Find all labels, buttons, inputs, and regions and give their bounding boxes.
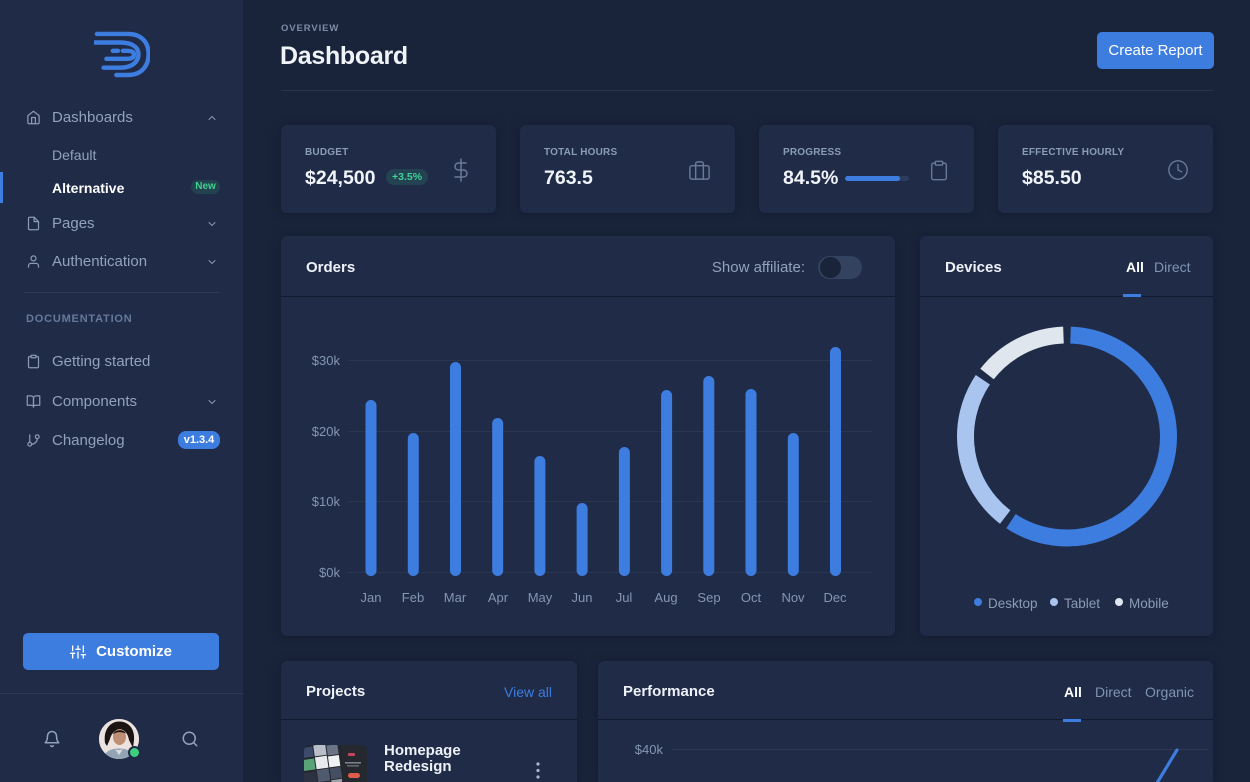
svg-text:Jan: Jan [361,590,382,605]
svg-text:$30k: $30k [312,353,341,368]
svg-text:Dec: Dec [823,590,847,605]
svg-text:$10k: $10k [312,494,341,509]
svg-text:Aug: Aug [654,590,677,605]
svg-text:Oct: Oct [741,590,762,605]
svg-text:$20k: $20k [312,424,341,439]
svg-text:Mar: Mar [444,590,467,605]
svg-text:Apr: Apr [488,590,509,605]
svg-text:May: May [528,590,553,605]
svg-text:$0k: $0k [319,565,340,580]
svg-text:Jul: Jul [616,590,633,605]
svg-text:Sep: Sep [697,590,720,605]
svg-text:Jun: Jun [572,590,593,605]
svg-text:Feb: Feb [402,590,424,605]
svg-text:$40k: $40k [635,742,664,757]
svg-text:Nov: Nov [781,590,805,605]
